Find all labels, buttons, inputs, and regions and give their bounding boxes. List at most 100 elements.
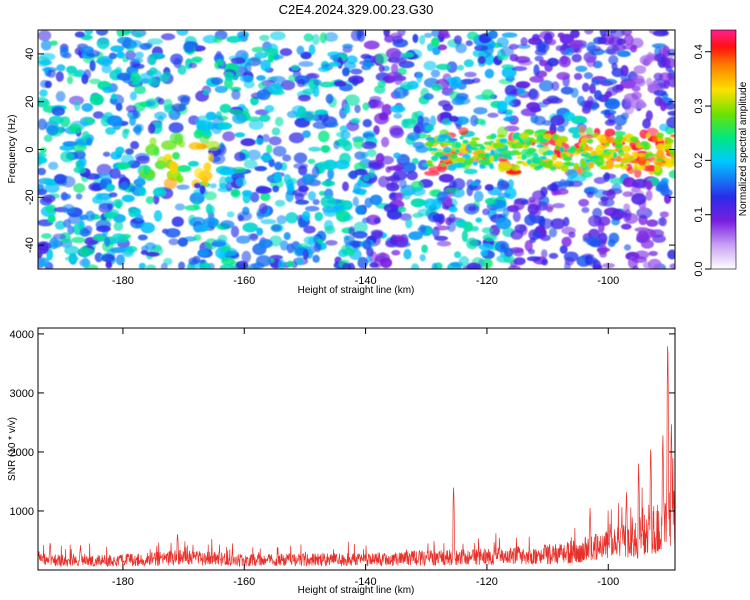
heatmap-cell [410,263,420,269]
heatmap-cell [42,194,56,203]
heatmap-cell [68,123,82,134]
heatmap-cell [386,71,403,80]
heatmap-cell [342,43,354,49]
heatmap-cell [336,131,345,138]
heatmap-cell [124,148,134,155]
heatmap-cell [120,154,135,165]
heatmap-cell [125,50,136,61]
colorbar-tick-label: 0.0 [693,261,705,276]
heatmap-y-axis: -40 -20 0 20 40 [24,48,675,253]
snr-y-label: SNR (10 * v/v) [7,417,18,481]
heatmap-cell [177,94,191,103]
heatmap-cell [645,180,653,191]
heatmap-cell [271,127,281,136]
heatmap-cell [216,59,224,66]
heatmap-cell [621,145,632,153]
heatmap-cell [499,243,507,250]
heatmap-cell [539,59,548,67]
heatmap-cell [136,155,150,164]
heatmap-cell [342,181,349,192]
heatmap-cell [554,160,563,166]
heatmap-cell [507,156,513,161]
heatmap-cell [426,160,434,165]
snr-x-label: Height of straight line (km) [298,585,415,596]
heatmap-cell [197,248,209,257]
heatmap-cell [241,250,252,263]
heatmap-cell [527,248,535,255]
heatmap-cell [524,214,537,226]
heatmap-cell [138,262,146,269]
heatmap-cell [535,41,550,53]
heatmap-cell [603,172,611,182]
heatmap-cell [659,123,669,132]
heatmap-cell [467,149,473,154]
heatmap-cell [163,177,177,190]
heatmap-cell [225,250,232,258]
heatmap-cell [559,245,568,254]
heatmap-cell [187,160,200,167]
x-tick-label: -120 [476,576,498,588]
heatmap-cell [558,135,568,143]
heatmap-cell [419,35,426,45]
heatmap-cell [439,142,445,146]
heatmap-cell [84,264,99,269]
heatmap-cell [96,163,112,176]
heatmap-cell [390,63,399,74]
y-tick-label: 1000 [10,506,34,518]
heatmap-cell [66,76,74,85]
heatmap-cell [504,125,520,132]
heatmap-cell [484,68,495,79]
heatmap-cell [234,151,246,162]
heatmap-cell [551,81,560,91]
heatmap-cell [446,61,458,73]
heatmap-cell [145,251,160,257]
heatmap-cell [225,181,233,192]
heatmap-cell [482,208,490,216]
heatmap-cell [264,105,275,113]
heatmap-cell [501,64,515,70]
heatmap-cell [71,236,86,244]
heatmap-cell [317,161,331,171]
heatmap-cell [659,217,667,227]
heatmap-cell [296,78,306,88]
heatmap-cell [638,161,647,166]
heatmap-cell [453,35,462,45]
heatmap-cell [482,233,498,242]
heatmap-cell [168,122,184,133]
heatmap-cell [148,54,156,65]
heatmap-x-axis: -180 -160 -140 -120 -100 [112,30,619,287]
heatmap-cell [411,157,419,165]
colorbar-ticks: 0.0 0.1 0.2 0.3 0.4 [693,44,711,277]
heatmap-cell [600,166,609,170]
heatmap-cell [444,196,453,207]
heatmap-cell [586,138,594,144]
y-tick-label: 0 [24,146,36,152]
heatmap-cell [305,205,320,212]
heatmap-cell [271,224,282,232]
heatmap-cell [134,51,144,59]
heatmap-cell [645,110,653,121]
heatmap-cell [55,71,64,82]
heatmap-cell [652,153,659,157]
heatmap-cell [510,229,524,240]
heatmap-cell [250,191,260,203]
heatmap-cell [282,154,292,162]
heatmap-cell [631,85,641,92]
heatmap-cell [52,233,66,240]
heatmap-cell [258,203,268,214]
heatmap-cell [297,106,307,118]
heatmap-cell [474,44,488,52]
snr-series-line [38,346,675,568]
heatmap-cell [177,237,188,247]
heatmap-cell [580,161,587,168]
heatmap-cell [303,110,317,122]
heatmap-cell [583,134,594,140]
heatmap-cell [472,49,485,58]
heatmap-cell [312,33,320,46]
heatmap-cell [600,196,609,202]
heatmap-cell [584,30,594,35]
heatmap-cell [619,162,625,167]
heatmap-cell [82,120,89,127]
heatmap-cell [527,147,536,154]
heatmap-cell [110,45,125,53]
